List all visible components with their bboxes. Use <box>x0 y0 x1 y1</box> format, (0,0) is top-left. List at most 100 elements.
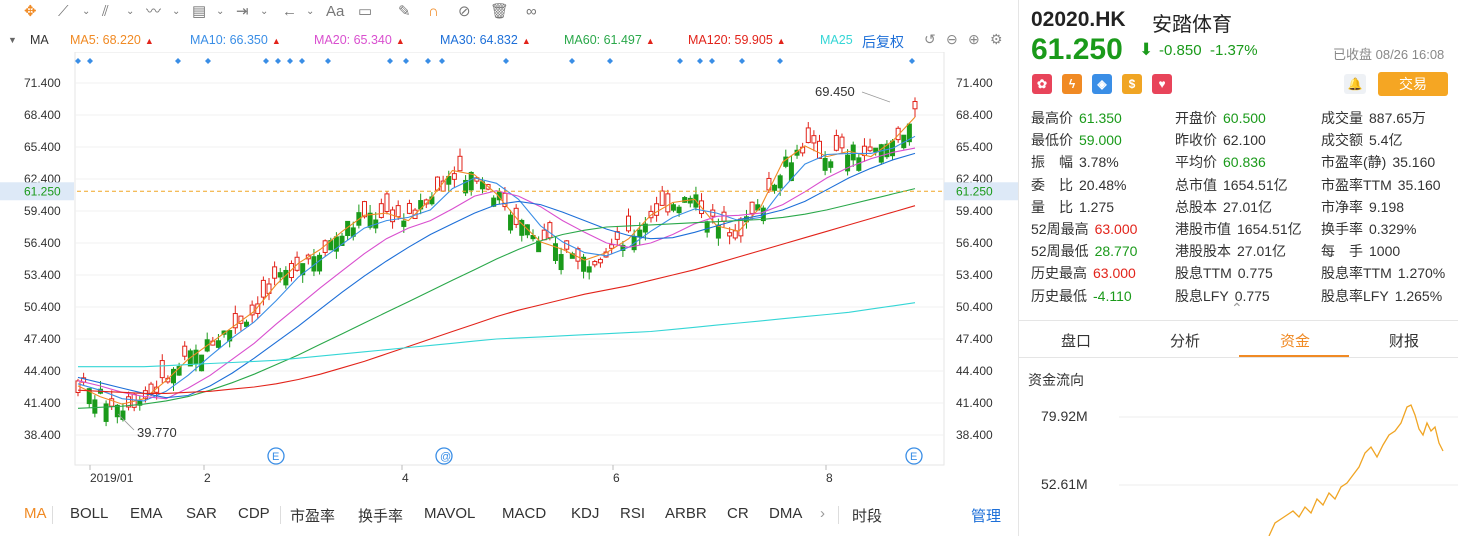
dollar-icon[interactable]: $ <box>1122 74 1142 94</box>
candle-body <box>451 173 457 180</box>
y-tick-label: 65.400 <box>24 140 61 154</box>
y-tick-label: 68.400 <box>24 108 61 122</box>
candle-body <box>603 251 609 258</box>
manage-link[interactable]: 管理 <box>971 508 1002 525</box>
stat-value: 1654.51亿 <box>1223 176 1288 193</box>
tab-macd[interactable]: MACD <box>502 505 547 522</box>
stat-value: 60.836 <box>1223 154 1266 171</box>
chevron-down-icon[interactable]: ⌄ <box>216 6 225 17</box>
tab-cdp[interactable]: CDP <box>238 505 270 522</box>
x-tick-label: 2 <box>204 471 211 485</box>
undo-icon[interactable]: ↺ <box>924 31 936 47</box>
event-e-icon <box>267 447 285 465</box>
stat-label: 股息TTM <box>1175 265 1232 282</box>
link-icon[interactable]: ∞ <box>526 3 537 20</box>
tab-pe[interactable]: 市盈率 <box>290 508 336 525</box>
stat-item: 总股本 27.01亿 <box>1175 197 1272 217</box>
market-status: 已收盘 08/26 16:08 <box>1333 47 1445 62</box>
ma20-label: MA20: 65.340 ▲ <box>314 33 405 47</box>
trash-icon[interactable]: 🗑 <box>490 3 510 20</box>
event-e-icon <box>905 447 923 465</box>
y-tick-label: 47.400 <box>956 332 993 346</box>
stat-value: 63.000 <box>1093 265 1136 282</box>
tab-orderbook[interactable]: 盘口 <box>1061 333 1092 350</box>
tag-icon[interactable]: ◈ <box>1092 74 1112 94</box>
adjust-toggle[interactable]: 后复权 <box>862 34 904 50</box>
expand-icon[interactable]: ⌃ <box>1231 300 1243 316</box>
stat-label: 港股市值 <box>1175 221 1231 237</box>
chevron-down-icon[interactable]: ⌄ <box>126 6 135 17</box>
stat-value: 0.775 <box>1234 287 1270 304</box>
ma-line-ma60 <box>77 188 916 409</box>
tab-boll[interactable]: BOLL <box>70 505 109 522</box>
heart-icon[interactable]: ♥ <box>1152 74 1172 94</box>
candle-body <box>581 256 587 272</box>
y-tick-label: 38.400 <box>24 428 61 442</box>
measure-tool-icon[interactable]: ⇥ <box>236 3 249 20</box>
tab-ema[interactable]: EMA <box>130 505 163 522</box>
candle-body <box>547 222 553 239</box>
candle-body <box>676 206 682 214</box>
x-tick-label: 6 <box>613 471 620 485</box>
candle-body <box>142 390 148 400</box>
tab-arbr[interactable]: ARBR <box>665 505 707 522</box>
arrow-tool-icon[interactable]: ← <box>282 3 297 20</box>
candle-body <box>670 204 676 211</box>
chevron-right-icon[interactable]: › <box>820 505 825 522</box>
eye-off-icon[interactable]: ⊘ <box>458 3 471 20</box>
event-diamond-icon <box>739 58 745 64</box>
crosshair-icon[interactable]: ✥ <box>24 3 37 20</box>
trade-button[interactable]: 交易 <box>1378 72 1448 96</box>
indicator-name[interactable]: MA <box>30 33 49 47</box>
chart-grid <box>74 52 945 466</box>
tab-kdj[interactable]: KDJ <box>571 505 600 522</box>
zoom-out-icon[interactable]: ⊖ <box>946 31 958 47</box>
tab-analysis[interactable]: 分析 <box>1170 333 1201 350</box>
event-diamond-icon <box>569 58 575 64</box>
tab-sar[interactable]: SAR <box>186 505 217 522</box>
ma5-label: MA5: 68.220 ▲ <box>70 33 154 47</box>
candle-body <box>536 240 542 253</box>
fib-tool-icon[interactable]: ▤ <box>192 3 207 20</box>
stat-value: 1654.51亿 <box>1237 221 1302 237</box>
tab-turnover[interactable]: 换手率 <box>358 508 404 525</box>
fund-tick-mid: 52.61M <box>1041 476 1088 492</box>
tab-mavol[interactable]: MAVOL <box>424 505 476 522</box>
tab-dma[interactable]: DMA <box>769 505 803 522</box>
comment-icon[interactable]: ▭ <box>358 3 373 20</box>
chevron-down-icon[interactable]: ⌄ <box>306 6 315 17</box>
collapse-icon[interactable]: ▼ <box>8 35 17 45</box>
tab-period[interactable]: 时段 <box>852 508 883 525</box>
fund-flow-title: 资金流向 <box>1028 372 1084 388</box>
tab-rsi[interactable]: RSI <box>620 505 646 522</box>
chevron-down-icon[interactable]: ⌄ <box>82 6 91 17</box>
stats-grid: 最高价 61.350 开盘价 60.500 成交量 887.65万 最低价 59.000 昨收价… <box>1019 108 1458 308</box>
stat-label: 总股本 <box>1175 198 1217 215</box>
bell-icon[interactable]: 🔔 <box>1344 74 1366 94</box>
chevron-down-icon[interactable]: ⌄ <box>172 6 181 17</box>
y-tick-label: 38.400 <box>956 428 993 442</box>
tab-cr[interactable]: CR <box>727 505 749 522</box>
kline-chart[interactable]: 71.40068.40065.40062.40059.40056.40053.4… <box>0 52 1018 500</box>
channel-tool-icon[interactable]: ⫽ <box>102 3 109 20</box>
tab-capital[interactable]: 资金 <box>1280 333 1311 350</box>
stat-value: 62.100 <box>1223 132 1266 149</box>
settings-icon[interactable]: ⚙ <box>990 31 1003 47</box>
line-tool-icon[interactable]: ⟋ <box>58 3 69 20</box>
magnet-icon[interactable]: ∩ <box>428 3 439 20</box>
text-tool-icon[interactable]: Aa <box>326 3 345 20</box>
pencil-icon[interactable]: ✎ <box>398 3 411 20</box>
stat-label: 每 手 <box>1321 243 1363 260</box>
tab-financials[interactable]: 财报 <box>1389 333 1420 350</box>
stat-value: 1.265% <box>1394 287 1443 304</box>
stat-value: 61.350 <box>1079 110 1122 126</box>
up-triangle-icon: ▲ <box>144 36 154 46</box>
wave-tool-icon[interactable]: 〰 <box>146 3 162 20</box>
chevron-down-icon[interactable]: ⌄ <box>260 6 269 17</box>
zoom-in-icon[interactable]: ⊕ <box>968 31 980 47</box>
flash-icon[interactable]: ϟ <box>1062 74 1082 94</box>
candle-body <box>300 263 306 276</box>
candle-body <box>361 201 367 218</box>
tab-ma[interactable]: MA <box>24 505 47 522</box>
y-tick-label: 56.400 <box>24 236 61 250</box>
